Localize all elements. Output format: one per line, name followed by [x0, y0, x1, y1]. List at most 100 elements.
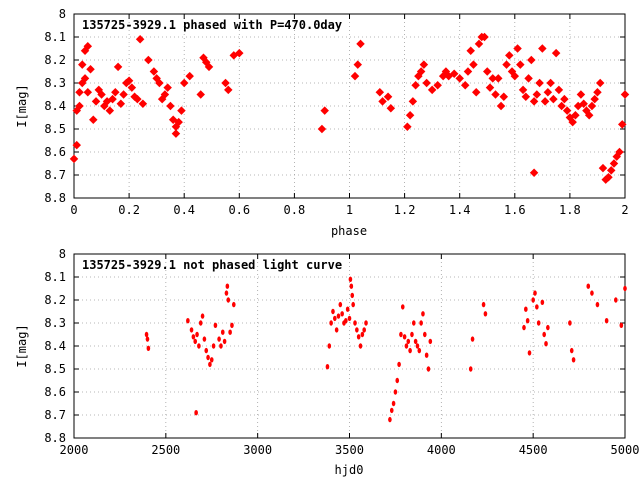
y-tick-label: 8.4 [44, 339, 66, 353]
data-point [340, 311, 344, 317]
data-point [362, 327, 366, 333]
data-point [466, 46, 475, 56]
data-point [491, 90, 500, 99]
data-point [419, 320, 423, 326]
data-point [195, 331, 199, 338]
x-tick-label: 1.2 [394, 203, 416, 217]
data-point [217, 336, 221, 342]
x-tick-label: 2500 [151, 443, 180, 457]
data-point [329, 320, 333, 326]
y-tick-label: 8.1 [44, 270, 66, 284]
x-tick-label: 0.2 [118, 203, 140, 217]
y-tick-label: 8.3 [44, 76, 66, 90]
data-points [144, 276, 627, 423]
grid [74, 14, 625, 198]
x-axis-label: hjd0 [335, 463, 364, 477]
phased-panel: 8 8.1 8.2 8.3 8.4 8.5 8.6 8.7 8.8 0 0.2 0.4 0.6 0.8 1… [15, 7, 630, 238]
data-point [333, 315, 337, 322]
data-point [388, 416, 392, 423]
data-point [211, 343, 216, 349]
data-point [415, 343, 420, 349]
data-point [208, 361, 212, 368]
data-point [544, 341, 548, 347]
data-point [200, 313, 205, 319]
data-point [345, 306, 350, 312]
data-point [427, 85, 437, 95]
x-tick-label: 2 [621, 203, 628, 217]
data-point [531, 297, 535, 303]
data-point [516, 60, 525, 69]
data-point [546, 324, 550, 331]
y-tick-label: 8.7 [44, 408, 66, 422]
data-point [144, 331, 149, 338]
data-point [194, 410, 198, 416]
data-point [595, 78, 605, 88]
data-point [426, 366, 431, 372]
data-point [389, 407, 394, 414]
data-point [540, 97, 550, 106]
tick-marks [73, 13, 626, 199]
data-point [213, 322, 218, 328]
data-point [202, 336, 207, 342]
tick-marks [73, 253, 626, 439]
data-point [481, 301, 486, 308]
grid [74, 254, 625, 438]
data-point [494, 74, 503, 83]
data-point [496, 101, 506, 111]
data-point [395, 377, 400, 384]
data-point [619, 322, 624, 328]
x-tick-label: 0.6 [228, 203, 250, 217]
y-tick-label: 8.8 [44, 191, 66, 205]
data-point [502, 60, 511, 69]
data-point [576, 90, 586, 99]
y-tick-label: 8.7 [44, 168, 66, 182]
data-point [413, 338, 418, 345]
y-tick-label: 8.4 [44, 99, 66, 113]
data-point [133, 94, 142, 104]
data-point [353, 320, 357, 326]
data-point [224, 85, 233, 95]
data-point [356, 334, 361, 340]
y-tick-label: 8.8 [44, 431, 66, 445]
data-point [348, 276, 353, 282]
data-point [235, 48, 244, 58]
data-point [186, 318, 190, 324]
data-point [220, 329, 225, 335]
data-point [116, 99, 126, 108]
data-point [191, 334, 196, 340]
data-point [317, 124, 327, 134]
data-point [525, 318, 530, 324]
data-point [358, 343, 363, 349]
data-point [408, 347, 412, 354]
data-point [325, 364, 330, 370]
data-point [522, 324, 526, 331]
data-point [351, 301, 355, 308]
data-point [113, 62, 123, 72]
data-point [455, 74, 464, 83]
data-point [144, 55, 153, 65]
data-point [410, 331, 414, 338]
data-point [350, 292, 355, 299]
data-points [69, 32, 630, 184]
data-point [97, 90, 106, 99]
data-point [536, 320, 541, 326]
data-point [524, 74, 533, 83]
data-point [538, 44, 547, 53]
data-point [386, 104, 396, 113]
data-point [471, 87, 481, 97]
data-point [469, 60, 478, 69]
x-axis-label: phase [331, 224, 367, 238]
data-point [529, 168, 539, 177]
data-point [331, 308, 335, 315]
data-point [89, 115, 98, 125]
data-point [198, 320, 203, 326]
data-point [405, 110, 415, 120]
y-tick-label: 8.2 [44, 293, 66, 307]
data-point [91, 97, 101, 106]
data-point [586, 283, 591, 289]
data-point [124, 76, 134, 85]
data-point [378, 97, 387, 106]
y-tick-label: 8.6 [44, 385, 66, 399]
chart-title: 135725-3929.1 phased with P=470.0day [82, 18, 342, 32]
